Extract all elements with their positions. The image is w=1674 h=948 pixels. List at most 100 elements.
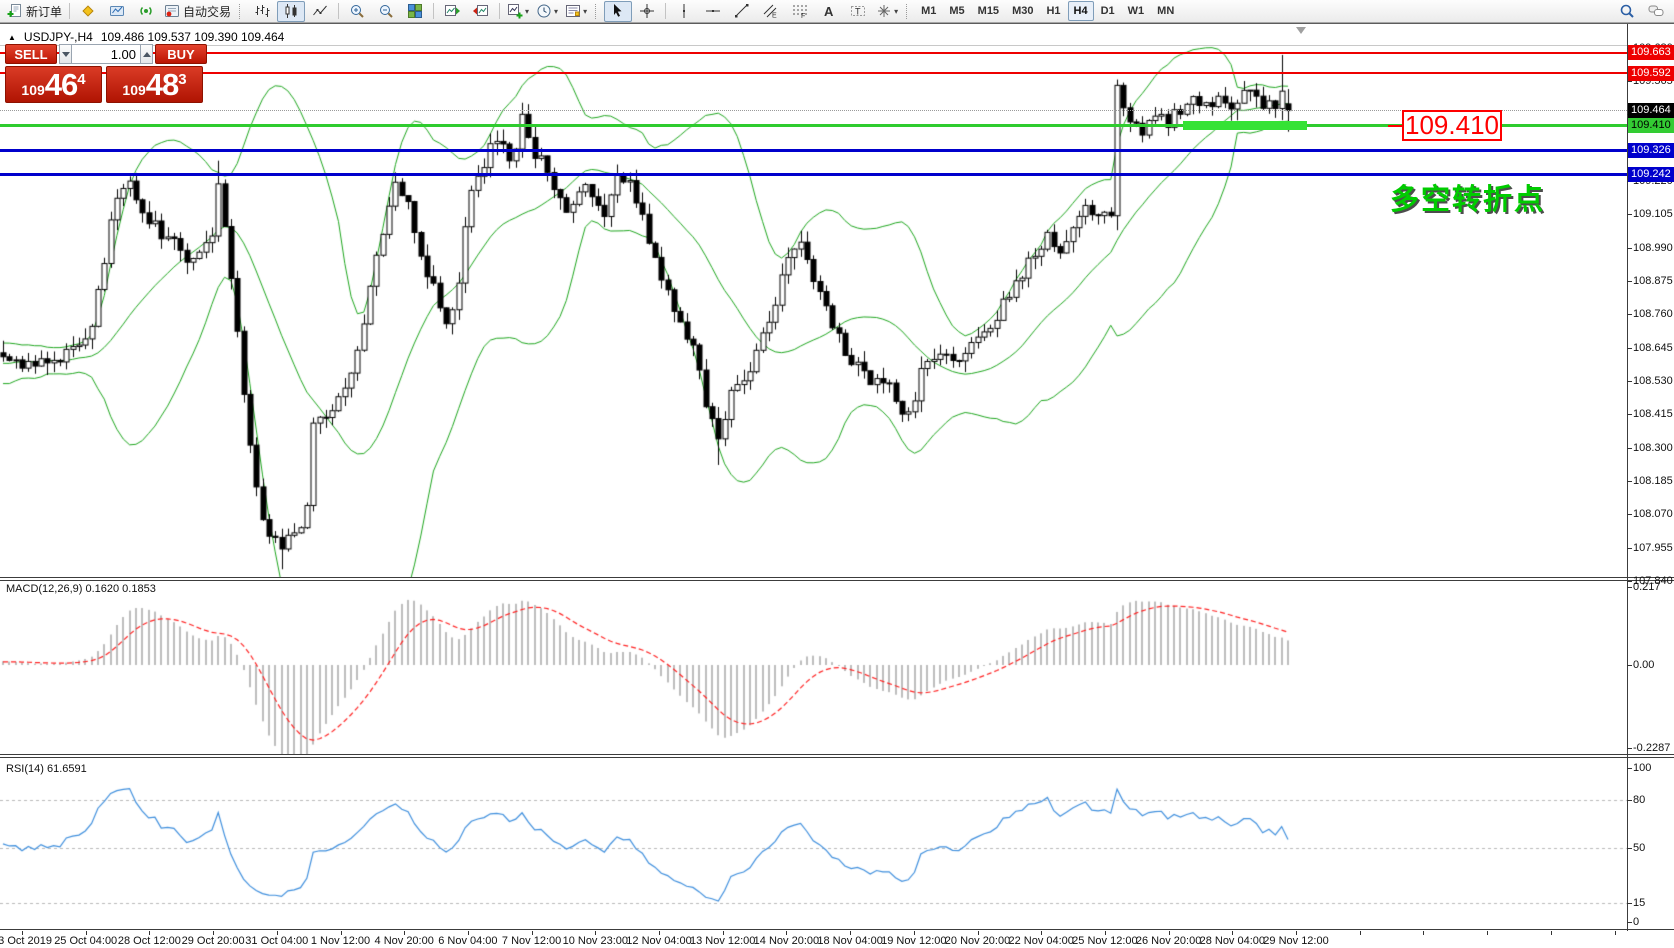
support-line-blue-1-badge: 109.326 [1628, 142, 1674, 158]
equidistant-channel-button[interactable]: E [757, 1, 785, 22]
macd-axis-label: 0.217 [1633, 581, 1661, 593]
resistance-line-1-badge: 109.663 [1628, 45, 1674, 61]
indicator-window-remove-icon [473, 3, 489, 19]
price-chart-canvas[interactable] [0, 24, 1627, 577]
signal-button[interactable] [132, 1, 160, 22]
zoom-in-button[interactable] [343, 1, 371, 22]
cursor-icon [610, 3, 626, 19]
macd-pane-canvas[interactable] [0, 581, 1627, 754]
text-button[interactable]: A [815, 1, 843, 22]
time-axis-label: 26 Nov 20:00 [1135, 935, 1202, 947]
volume-increase-button[interactable] [140, 44, 153, 64]
tile-windows-button[interactable] [401, 1, 429, 22]
toolbar-drag-handle[interactable] [239, 3, 243, 19]
horizontal-line-button[interactable] [699, 1, 727, 22]
svg-text:T: T [855, 7, 861, 17]
crosshair-button[interactable] [633, 1, 661, 22]
trendline-button[interactable] [728, 1, 756, 22]
autotrading-button[interactable]: 自动交易 [161, 1, 234, 22]
search-button[interactable] [1613, 1, 1641, 22]
time-axis-label: 12 Nov 04:00 [626, 935, 692, 947]
period-button[interactable]: ▾ [533, 1, 561, 22]
new-order-button[interactable]: 新订单 [4, 1, 65, 22]
volume-input[interactable] [72, 44, 140, 64]
price-tick-label-dash [1627, 548, 1632, 549]
gridline-light-hline[interactable] [0, 44, 1627, 46]
pane-splitter-rsi[interactable] [0, 754, 1674, 758]
zoom-out-button[interactable] [372, 1, 400, 22]
sell-button[interactable]: SELL [5, 44, 57, 64]
sell-price-display[interactable]: 109 46 4 [5, 66, 102, 103]
support-line-blue-2-hline[interactable] [0, 173, 1627, 177]
chevron-down-icon[interactable]: ▾ [554, 6, 559, 16]
buy-price-display[interactable]: 109 48 3 [106, 66, 203, 103]
time-axis-border [0, 929, 1674, 930]
volume-stepper [59, 44, 153, 64]
price-tick-label: 108.070 [1633, 508, 1673, 521]
current-price-line-hline[interactable] [0, 109, 1627, 111]
resistance-line-1-hline[interactable] [0, 51, 1627, 54]
crosshair-icon [639, 3, 655, 19]
chevron-down-icon[interactable]: ▾ [894, 6, 899, 16]
rsi-pane-canvas[interactable] [0, 758, 1627, 929]
time-axis-label: 28 Nov 04:00 [1199, 935, 1266, 947]
volume-decrease-button[interactable] [59, 44, 72, 64]
price-tick-label: 108.645 [1633, 341, 1673, 354]
toolbar-drag-handle[interactable] [906, 3, 910, 19]
rsi-axis-label-dash [1627, 903, 1632, 904]
chevron-down-icon[interactable]: ▾ [525, 6, 530, 16]
price-callout-connector [1388, 125, 1402, 127]
zoom-in-icon [349, 3, 365, 19]
text-label-button[interactable]: T [844, 1, 872, 22]
timeframe-mn-button[interactable]: MN [1157, 5, 1175, 17]
market-watch-button[interactable] [74, 1, 102, 22]
chevron-down-icon[interactable]: ▾ [583, 6, 588, 16]
rsi-axis-label: 0 [1633, 916, 1640, 928]
chart-shift-marker-icon[interactable] [1296, 27, 1306, 34]
toolbar-drag-handle[interactable] [595, 3, 599, 19]
toolbar: 新订单 自动交易 ▾ ▾ ▾ E F A T ▾ M1 M5 M15 M30 H1 H4 D1 W1 MN [0, 0, 1674, 23]
timeframe-w1-button[interactable]: W1 [1127, 5, 1145, 17]
timeframe-m5-button[interactable]: M5 [949, 5, 965, 17]
vertical-line-button[interactable] [670, 1, 698, 22]
timeframe-h4-button[interactable]: H4 [1067, 1, 1094, 21]
indicator-window-add-button[interactable] [438, 1, 466, 22]
candlestick-button[interactable] [277, 0, 306, 22]
template-button[interactable]: ▾ [562, 1, 590, 22]
timeframe-m30-button[interactable]: M30 [1012, 5, 1034, 17]
chat-button[interactable] [1642, 1, 1670, 22]
buy-price-prefix: 109 [122, 82, 146, 98]
buy-button[interactable]: BUY [155, 44, 207, 64]
period-icon [536, 3, 552, 19]
price-tick-label-dash [1627, 314, 1632, 315]
shapes-button[interactable]: ▾ [873, 1, 901, 22]
bull-bear-turning-point-annotation[interactable]: 多空转折点 [1390, 184, 1546, 216]
support-zone-highlight[interactable] [1183, 121, 1307, 131]
indicator-window-remove-button[interactable] [467, 1, 495, 22]
chart-profile-icon [109, 3, 125, 19]
pane-splitter-macd[interactable] [0, 577, 1674, 581]
support-line-green-hline[interactable] [0, 124, 1627, 128]
line-chart-button[interactable] [306, 1, 334, 22]
time-tick [1169, 931, 1170, 935]
timeframe-m15-button[interactable]: M15 [977, 5, 1000, 17]
chart-top-border [0, 23, 1674, 24]
timeframe-h1-button[interactable]: H1 [1046, 5, 1061, 17]
timeframe-m1-button[interactable]: M1 [921, 5, 937, 17]
price-tick-label-dash [1627, 414, 1632, 415]
resistance-line-2-hline[interactable] [0, 72, 1627, 75]
template-icon [565, 3, 581, 19]
bar-chart-button[interactable] [248, 1, 276, 22]
zoom-out-icon [378, 3, 394, 19]
collapse-panel-arrow[interactable]: ▲ [8, 32, 16, 42]
fibonacci-button[interactable]: F [786, 1, 814, 22]
chart-profile-button[interactable] [103, 1, 131, 22]
time-axis-label: 4 Nov 20:00 [374, 935, 434, 947]
support-line-blue-1-hline[interactable] [0, 148, 1627, 152]
price-callout-box[interactable]: 109.410 [1402, 110, 1502, 141]
new-chart-button[interactable]: ▾ [504, 1, 532, 22]
timeframe-d1-button[interactable]: D1 [1100, 5, 1115, 17]
cursor-button[interactable] [604, 0, 633, 22]
